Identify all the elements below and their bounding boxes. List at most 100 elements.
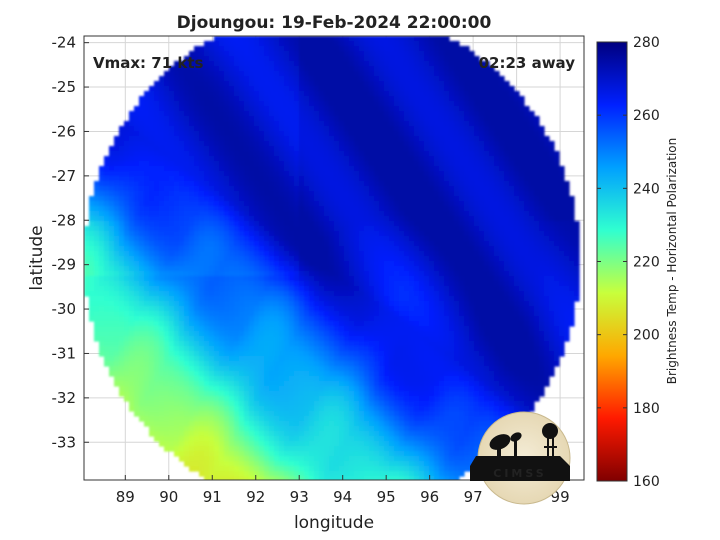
swath-cell [509,171,515,177]
swath-cell [374,61,380,67]
swath-cell [279,296,285,302]
swath-cell [184,201,190,207]
swath-cell [484,151,490,157]
swath-cell [189,306,195,312]
swath-cell [519,126,525,132]
swath-cell [139,161,145,167]
swath-cell [324,156,330,162]
swath-cell [534,166,540,172]
swath-cell [469,91,475,97]
swath-cell [154,91,160,97]
swath-cell [469,136,475,142]
swath-cell [404,171,410,177]
swath-cell [274,291,280,297]
swath-cell [264,61,270,67]
swath-cell [429,251,435,257]
swath-cell [114,296,120,302]
swath-cell [334,216,340,222]
swath-cell [494,156,500,162]
swath-cell [309,36,315,42]
swath-cell [204,306,210,312]
swath-cell [539,246,545,252]
swath-cell [384,311,390,317]
swath-cell [459,86,465,92]
swath-cell [289,86,295,92]
swath-cell [554,311,560,317]
swath-cell [299,306,305,312]
swath-cell [149,101,155,107]
swath-cell [404,276,410,282]
swath-cell [379,171,385,177]
swath-cell [519,301,525,307]
swath-cell [434,101,440,107]
swath-cell [219,161,225,167]
swath-cell [119,171,125,177]
swath-cell [444,106,450,112]
swath-cell [129,181,135,187]
swath-cell [444,86,450,92]
swath-cell [289,311,295,317]
swath-cell [309,306,315,312]
swath-cell [504,106,510,112]
swath-cell [364,286,370,292]
swath-cell [384,206,390,212]
swath-cell [394,146,400,152]
swath-cell [424,151,430,157]
swath-cell [154,136,160,142]
swath-cell [374,81,380,87]
swath-cell [474,226,480,232]
swath-cell [194,286,200,292]
swath-cell [454,86,460,92]
swath-cell [429,211,435,217]
swath-cell [189,291,195,297]
swath-cell [319,71,325,77]
swath-cell [144,161,150,167]
swath-cell [464,236,470,242]
swath-cell [144,191,150,197]
swath-cell [84,231,90,237]
swath-cell [569,256,575,262]
swath-cell [324,171,330,177]
swath-cell [334,266,340,272]
swath-cell [514,281,520,287]
swath-cell [544,201,550,207]
swath-cell [314,191,320,197]
swath-cell [144,146,150,152]
swath-cell [314,71,320,77]
swath-cell [479,261,485,267]
swath-cell [209,196,215,202]
swath-cell [144,156,150,162]
swath-cell [394,166,400,172]
swath-cell [399,136,405,142]
swath-cell [484,181,490,187]
swath-cell [414,61,420,67]
swath-cell [284,126,290,132]
swath-cell [114,201,120,207]
swath-cell [544,151,550,157]
swath-cell [174,281,180,287]
swath-cell [469,61,475,67]
swath-cell [359,66,365,72]
swath-cell [149,141,155,147]
swath-cell [224,286,230,292]
swath-cell [119,211,125,217]
swath-cell [474,81,480,87]
swath-cell [539,296,545,302]
swath-cell [294,311,300,317]
swath-cell [379,236,385,242]
swath-cell [509,101,515,107]
swath-cell [349,96,355,102]
swath-cell [124,201,130,207]
swath-cell [434,266,440,272]
swath-cell [199,316,205,322]
swath-cell [89,201,95,207]
swath-cell [349,251,355,257]
swath-cell [399,161,405,167]
swath-cell [189,111,195,117]
swath-cell [359,146,365,152]
swath-cell [519,211,525,217]
swath-cell [314,91,320,97]
swath-cell [309,226,315,232]
swath-cell [399,51,405,57]
swath-cell [384,306,390,312]
